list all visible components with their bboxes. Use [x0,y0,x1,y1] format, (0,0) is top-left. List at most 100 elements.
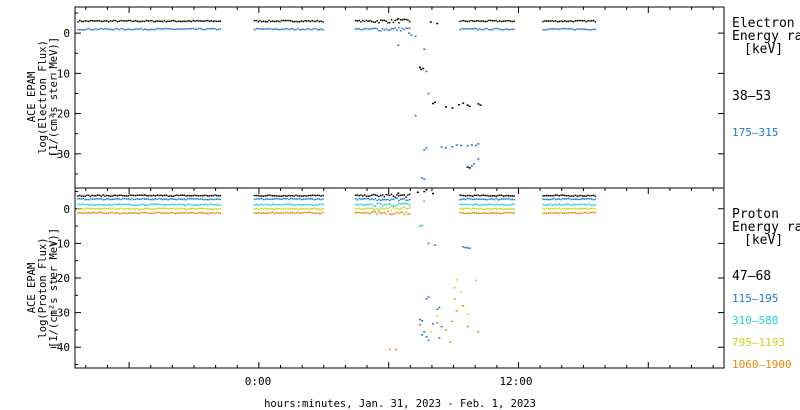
data-point [116,195,119,197]
data-point [490,208,492,211]
data-point [562,194,564,196]
data-point [313,27,315,30]
data-point [463,208,465,210]
data-point [124,212,126,214]
data-point [322,211,324,214]
data-point [381,207,384,210]
data-point [264,28,267,30]
data-point [581,195,584,197]
data-point [362,198,364,200]
data-point [399,208,402,210]
data-point [89,20,92,22]
data-point [154,198,157,200]
data-point [502,204,505,206]
data-point [365,204,368,206]
data-point [320,208,322,211]
data-point [396,204,398,206]
data-point [367,197,369,200]
data-point [473,27,476,30]
data-point [187,212,189,215]
data-point [565,195,568,197]
data-point [372,21,375,23]
data-point [401,198,404,200]
data-point [475,279,478,282]
data-point [176,212,178,214]
data-point [187,194,189,197]
data-point [508,211,510,214]
data-point [493,27,496,30]
data-point [181,198,184,201]
data-point [511,203,514,205]
data-point [513,198,515,201]
data-point [427,92,430,95]
data-point [97,28,99,31]
data-point [320,28,322,30]
data-point [482,198,485,200]
data-point [482,208,485,211]
data-point [466,313,469,316]
data-point [98,207,101,210]
data-point [133,28,135,31]
data-point [365,197,368,200]
data-point [172,212,175,214]
data-point [438,306,441,309]
data-point [138,20,140,23]
data-point [284,203,286,205]
data-point [583,203,586,206]
data-point [266,198,268,200]
data-point [420,68,423,71]
data-point [383,29,386,31]
data-point [302,195,304,197]
data-point [115,198,117,200]
data-point [288,28,290,31]
data-point [358,28,360,30]
data-point [306,28,308,30]
data-point [372,198,375,201]
data-point [451,145,454,148]
data-point [318,194,321,197]
data-point [208,208,211,210]
data-point [160,212,162,215]
data-point [499,20,501,22]
data-point [554,212,557,214]
data-point [556,28,559,30]
data-point [360,21,362,23]
data-point [396,194,398,196]
data-point [270,211,272,214]
data-point [576,212,578,215]
data-point [298,195,301,197]
data-point [176,207,178,210]
data-point [399,203,402,205]
data-point [89,212,92,214]
data-point [508,208,510,210]
data-point [136,20,139,23]
data-point [486,204,488,206]
proton-ylabel-line-3: [1/(cm²s ster MeV)] [48,228,60,348]
electron-ylabel-line-3: [1/(cm²s ster MeV)] [48,37,60,157]
data-point [111,204,113,206]
data-point [116,208,119,210]
data-point [79,208,81,210]
data-point [161,207,164,209]
data-point [113,198,115,200]
data-point [82,197,85,200]
data-point [419,318,421,321]
data-point [178,203,180,206]
data-point [578,28,580,30]
data-point [216,28,218,31]
data-point [360,194,362,196]
data-point [208,203,211,205]
data-point [309,28,312,31]
data-point [203,199,205,201]
data-point [156,194,158,196]
data-point [277,195,279,197]
data-point [95,208,97,210]
data-point [268,212,270,214]
data-point [107,198,110,200]
data-point [455,279,458,281]
data-point [511,28,514,30]
data-point [127,195,130,197]
data-point [280,212,283,214]
data-point [143,204,146,206]
data-point [203,212,205,215]
